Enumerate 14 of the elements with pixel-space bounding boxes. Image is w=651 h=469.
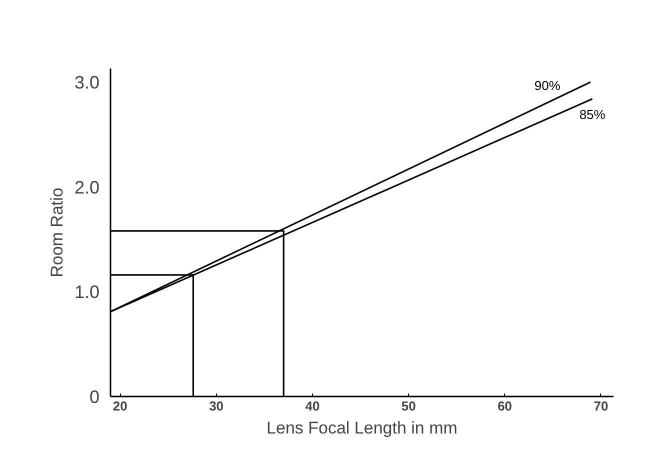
x-tick-label: 70 — [594, 398, 608, 414]
x-tick-label: 30 — [209, 398, 224, 414]
x-tick-label: 60 — [498, 398, 512, 414]
y-tick-label: 2.0 — [74, 177, 100, 198]
x-tick-label: 40 — [305, 398, 320, 414]
y-tick-label: 1.0 — [74, 282, 100, 302]
y-tick-label: 0 — [89, 387, 100, 407]
y-axis-title: Room Ratio — [47, 188, 66, 278]
x-axis-title: Lens Focal Length in mm — [266, 418, 458, 438]
x-tick-label: 20 — [112, 398, 128, 414]
series-label: 85% — [579, 106, 606, 122]
x-tick-label: 50 — [401, 398, 416, 414]
series-label: 90% — [534, 78, 561, 94]
y-tick-label: 3.0 — [74, 72, 100, 93]
